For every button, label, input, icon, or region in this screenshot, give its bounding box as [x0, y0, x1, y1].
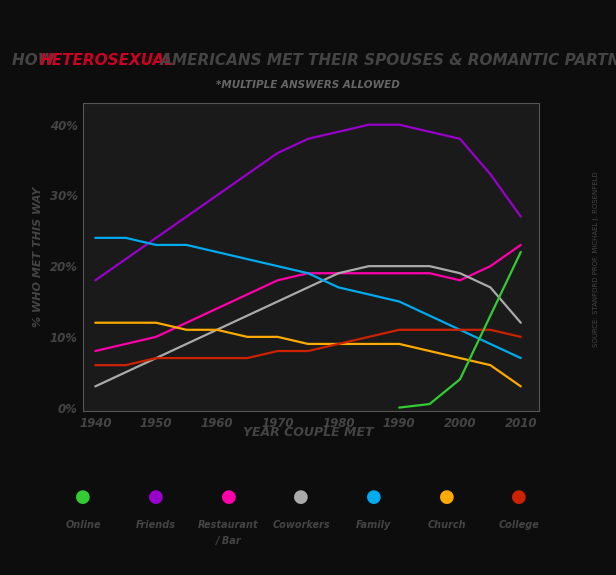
Text: HETEROSEXUAL: HETEROSEXUAL	[39, 53, 174, 68]
Text: *MULTIPLE ANSWERS ALLOWED: *MULTIPLE ANSWERS ALLOWED	[216, 80, 400, 90]
Text: ●: ●	[511, 488, 527, 507]
Text: Family: Family	[356, 520, 392, 530]
Text: ●: ●	[148, 488, 164, 507]
Text: ●: ●	[439, 488, 455, 507]
Text: Coworkers: Coworkers	[272, 520, 330, 530]
Text: ●: ●	[221, 488, 237, 507]
Y-axis label: % WHO MET THIS WAY: % WHO MET THIS WAY	[33, 187, 43, 327]
Text: AMERICANS MET THEIR SPOUSES & ROMANTIC PARTNERS: AMERICANS MET THEIR SPOUSES & ROMANTIC P…	[155, 53, 616, 68]
Text: SOURCE: STANFORD PROF. MICHAEL J. ROSENFELD: SOURCE: STANFORD PROF. MICHAEL J. ROSENF…	[593, 171, 599, 347]
Text: ●: ●	[366, 488, 382, 507]
Text: ●: ●	[75, 488, 91, 507]
Text: Church: Church	[428, 520, 466, 530]
Text: Restaurant: Restaurant	[198, 520, 259, 530]
Text: Online: Online	[65, 520, 101, 530]
Text: / Bar: / Bar	[216, 536, 241, 546]
Text: ●: ●	[293, 488, 309, 507]
Text: Friends: Friends	[136, 520, 176, 530]
Text: College: College	[499, 520, 540, 530]
Text: HOW: HOW	[12, 53, 60, 68]
Text: YEAR COUPLE MET: YEAR COUPLE MET	[243, 426, 373, 439]
